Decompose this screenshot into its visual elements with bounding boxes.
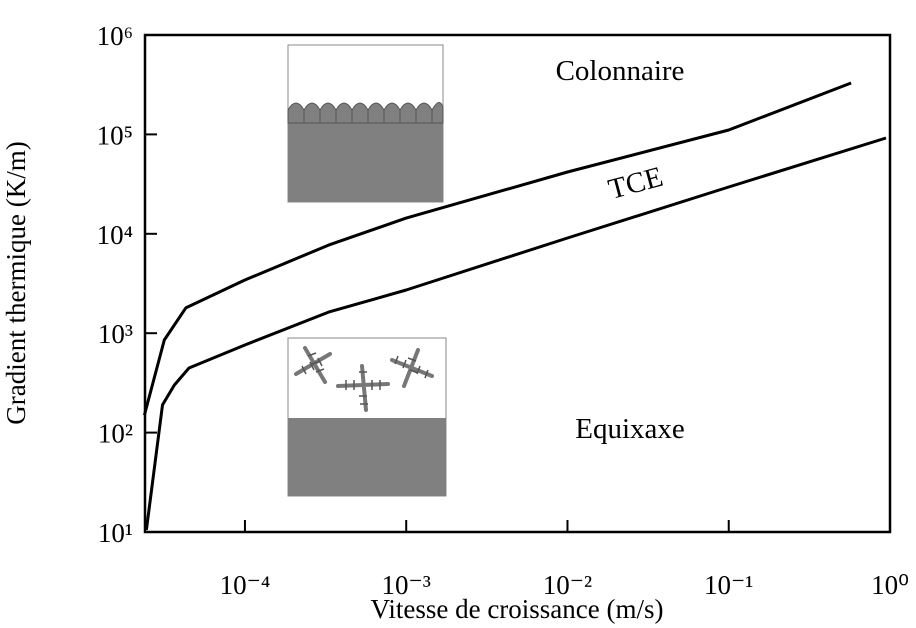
y-tick-label: 10⁴ (97, 220, 133, 250)
curve (142, 81, 852, 416)
columnar-inset (287, 44, 444, 203)
curve (144, 136, 887, 531)
y-tick-label: 10¹ (98, 518, 133, 548)
y-tick-label: 10⁵ (97, 120, 133, 150)
y-tick-label: 10² (98, 419, 133, 449)
plot-frame (143, 33, 892, 534)
equiaxed-inset (287, 337, 447, 497)
x-tick-label: 10⁰ (871, 570, 909, 600)
x-tick-label: 10⁻³ (382, 570, 431, 600)
x-axis-label: Vitesse de croissance (m/s) (370, 594, 663, 624)
x-tick-label: 10⁻² (543, 570, 592, 600)
x-tick-label: 10⁻⁴ (220, 570, 271, 600)
annotation: TCE (605, 161, 666, 206)
annotation: Equixaxe (575, 413, 685, 445)
x-tick-label: 10⁻¹ (704, 570, 753, 600)
y-axis-label: Gradient thermique (K/m) (1, 141, 31, 424)
y-tick-label: 10³ (98, 319, 133, 349)
y-tick-label: 10⁶ (97, 21, 133, 51)
annotation: Colonnaire (556, 55, 685, 87)
